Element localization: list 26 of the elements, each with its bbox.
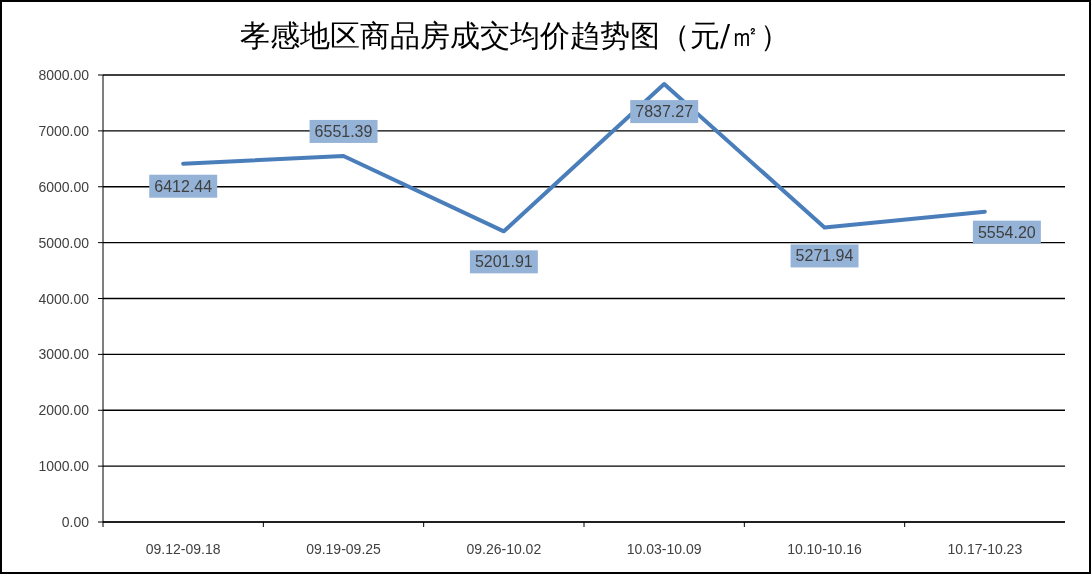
x-tick-label: 09.26-10.02	[466, 541, 542, 557]
y-tick-label: 0.00	[61, 514, 90, 530]
data-label: 5554.20	[977, 223, 1036, 241]
y-tick-label: 3000.00	[38, 346, 90, 363]
y-tick-label: 4000.00	[38, 290, 90, 307]
y-tick-label: 8000.00	[38, 67, 90, 83]
x-tick-label: 10.10-10.16	[787, 541, 863, 557]
data-label: 5201.91	[474, 253, 533, 271]
data-label: 5201.91	[469, 250, 538, 274]
x-tick-label: 09.19-09.25	[306, 541, 382, 557]
data-label: 5271.94	[795, 247, 854, 265]
y-tick-label: 2000.00	[38, 402, 90, 419]
x-tick-label: 09.12-09.18	[145, 541, 221, 557]
y-tick-label: 7000.00	[38, 122, 90, 139]
data-label: 6551.39	[314, 122, 373, 140]
data-label: 7837.27	[630, 100, 699, 124]
data-label: 6412.44	[154, 177, 213, 195]
x-tick-label: 10.17-10.23	[947, 541, 1023, 557]
data-label: 5271.94	[790, 244, 859, 268]
data-label: 7837.27	[635, 103, 694, 121]
y-tick-label: 1000.00	[38, 458, 90, 475]
chart-title: 孝感地区商品房成交均价趋势图（元/㎡）	[239, 18, 791, 53]
x-tick-label: 10.03-10.09	[626, 541, 702, 557]
data-label: 6412.44	[149, 174, 218, 198]
y-tick-label: 5000.00	[38, 234, 90, 251]
y-tick-label: 6000.00	[38, 178, 90, 195]
